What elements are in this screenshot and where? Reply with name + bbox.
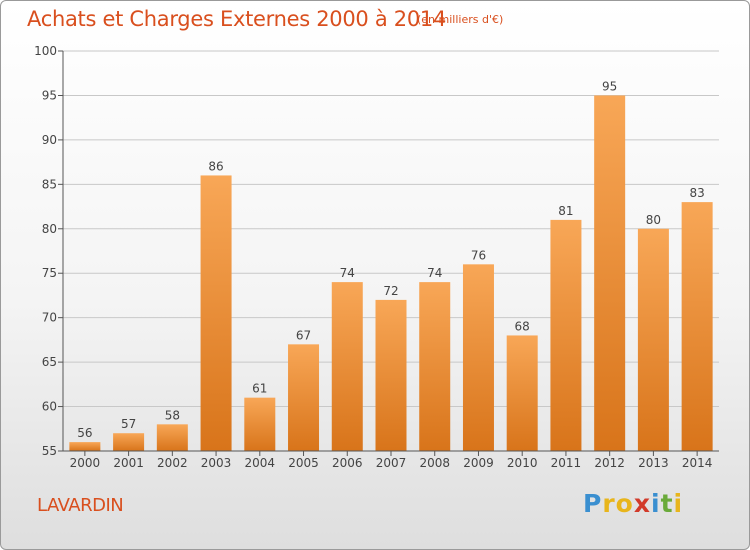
logo-letter: x [633,489,651,518]
x-tick-label: 2013 [638,456,669,470]
x-tick-label: 2001 [113,456,144,470]
logo-letter: o [615,489,634,518]
y-tick-label: 60 [42,400,57,414]
bar-2014 [681,202,713,451]
x-tick-label: 2010 [507,456,538,470]
data-label: 58 [165,408,180,422]
logo-letter: i [651,489,661,518]
x-tick-label: 2009 [463,456,494,470]
y-tick-label: 65 [42,355,57,369]
labels: 55 60 65 70 75 80 85 90 95 100 56 2000 57 2001 58 2002 8… [34,44,712,470]
x-tick-label: 2003 [201,456,232,470]
y-tick-label: 70 [42,311,57,325]
data-label: 81 [558,204,573,218]
bar-2012 [594,95,626,451]
data-label: 74 [427,266,442,280]
proxiti-logo[interactable]: Proxiti [583,489,683,518]
y-tick-label: 90 [42,133,57,147]
x-tick-label: 2002 [157,456,188,470]
logo-letter: i [673,489,684,518]
bar-2008 [419,282,451,451]
data-label: 80 [646,213,661,227]
x-tick-label: 2011 [551,456,582,470]
y-tick-label: 100 [34,44,57,58]
bar-2007 [375,299,407,451]
data-label: 95 [602,79,617,93]
logo-letter: r [602,489,616,518]
chart-title: Achats et Charges Externes 2000 à 2014 [27,7,447,31]
bars [69,95,713,451]
data-label: 72 [383,284,398,298]
bar-2003 [200,175,232,451]
chart-subtitle: (en milliers d'€) [417,13,504,26]
y-tick-label: 95 [42,88,57,102]
place-name: LAVARDIN [37,495,124,516]
bar-2010 [506,335,538,451]
bar-2001 [113,433,145,451]
data-label: 67 [296,328,311,342]
x-tick-label: 2005 [288,456,319,470]
x-tick-label: 2004 [245,456,276,470]
data-label: 86 [208,159,223,173]
bar-2000 [69,442,101,451]
data-label: 83 [689,186,704,200]
x-tick-label: 2008 [419,456,450,470]
data-label: 61 [252,382,267,396]
bar-2011 [550,219,582,451]
bar-2002 [156,424,188,451]
data-label: 76 [471,248,486,262]
logo-letter: P [583,489,603,518]
bar-2013 [637,228,669,451]
bar-2004 [244,397,276,451]
x-tick-label: 2006 [332,456,363,470]
axes [58,50,719,456]
data-label: 56 [77,426,92,440]
x-tick-label: 2012 [594,456,625,470]
y-tick-label: 85 [42,177,57,191]
bar-2005 [288,344,320,451]
data-label: 74 [340,266,355,280]
x-tick-label: 2014 [682,456,713,470]
x-tick-label: 2000 [70,456,101,470]
bar-2009 [462,264,494,451]
logo-letter: t [660,489,674,518]
y-tick-label: 75 [42,266,57,280]
y-tick-label: 80 [42,222,57,236]
data-label: 57 [121,417,136,431]
bar-2006 [331,282,363,451]
y-tick-label: 55 [42,444,57,458]
x-tick-label: 2007 [376,456,407,470]
data-label: 68 [515,319,530,333]
